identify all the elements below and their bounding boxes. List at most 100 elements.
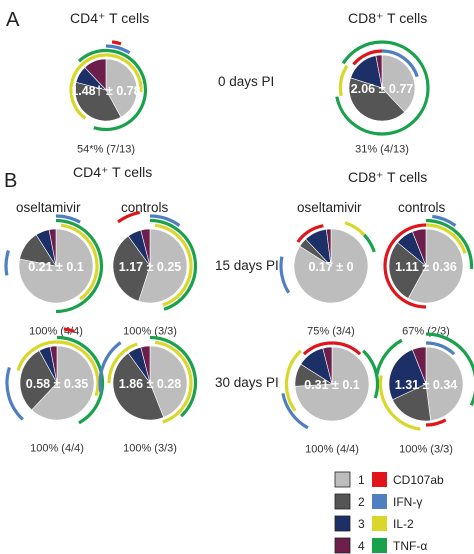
legend-function-label: CD107ab (393, 473, 444, 487)
pie-response-footer: 100% (4/4) (29, 326, 83, 338)
label-day30: 30 days PI (215, 375, 279, 390)
header-cd8-b: CD8⁺ T cells (348, 169, 427, 185)
pie-a_cd8_d0: 2.06 ± 0.77 31% (4/13) (335, 40, 430, 156)
legend-function-label: TNF-α (393, 539, 427, 553)
pie-b_cd4_ose_d15: 0.21 ± 0.1 100% (4/4) (4, 214, 104, 338)
col-controls-cd8: controls (398, 200, 446, 215)
function-arc-a_cd4_d0-4 (105, 44, 131, 55)
pie-mean-label: 0.17 ± 0 (308, 260, 353, 274)
pie-response-footer: 100% (4/4) (30, 443, 84, 455)
pie-slice-b_cd8_ose_d30-0 (294, 346, 370, 422)
function-arc-b_cd4_ose_d30-3 (5, 367, 24, 421)
pie-slice-b_cd8_ctrl_d15-0 (407, 228, 464, 304)
pie-slice-a_cd8_d0-1 (348, 77, 406, 122)
function-arc-b_cd4_ctrl_d30-1 (107, 342, 138, 384)
function-arc-b_cd4_ctrl_d15-2 (149, 214, 181, 227)
legend-num-3: 3 (358, 517, 365, 531)
pie-response-footer: 100% (3/3) (123, 443, 177, 455)
function-arc-a_cd8_d0-1 (381, 49, 419, 78)
function-arc-b_cd4_ose_d30-0 (16, 340, 58, 371)
pie-slice-b_cd8_ctrl_d15-1 (388, 241, 427, 299)
function-arc-b_cd8_ose_d30-0 (302, 341, 333, 356)
pie-mean-label: 1.17 ± 0.25 (119, 260, 182, 274)
function-arc-a_cd8_d0-3 (335, 40, 430, 136)
function-arc-b_cd8_ose_d30-4 (281, 393, 309, 430)
function-arc-b_cd4_ctrl_d30-2 (149, 335, 198, 418)
legend: 1 2 3 4 CD107ab IFN-γ IL-2 TNF-α (334, 471, 444, 554)
pie-mean-label: 2.06 ± 0.77 (351, 82, 414, 96)
legend-swatch-1 (372, 494, 387, 509)
pie-slice-b_cd4_ctrl_d30-1 (112, 352, 165, 421)
pie-b_cd4_ctrl_d15: 1.17 ± 0.25 100% (3/3) (112, 210, 198, 338)
col-oseltamivir-cd8: oseltamivir (297, 200, 362, 215)
legend-function-label: IL-2 (393, 517, 414, 531)
function-arc-b_cd8_ctrl_d30-4 (375, 338, 403, 375)
pie-b_cd4_ose_d30: 0.58 ± 0.35 100% (4/4) (5, 327, 105, 455)
pie-mean-label: 1.86 ± 0.28 (119, 377, 182, 391)
pie-slice-a_cd4_d0-0 (105, 58, 138, 118)
legend-num-1: 1 (358, 473, 365, 487)
pie-slice-b_cd4_ctrl_d15-0 (138, 228, 188, 304)
function-arc-b_cd8_ctrl_d30-1 (425, 341, 456, 356)
legend-box-3 (334, 515, 351, 532)
function-arc-a_cd4_d0-5 (111, 40, 122, 46)
function-arc-a_cd4_d0-2 (93, 48, 148, 132)
function-arc-b_cd4_ose_d15-2 (55, 214, 81, 224)
pie-response-footer: 75% (3/4) (307, 326, 355, 338)
pie-response-footer: 54*% (7/13) (77, 144, 135, 156)
pie-mean-label: 1.31 ± 0.34 (395, 378, 458, 392)
pie-slice-b_cd8_ctrl_d15-3 (411, 228, 427, 267)
pie-slice-a_cd8_d0-3 (375, 54, 383, 89)
legend-swatch-0 (372, 472, 387, 487)
panel-label-b: B (4, 170, 17, 192)
pie-response-footer: 100% (3/3) (399, 444, 453, 456)
function-arc-b_cd8_ose_d15-3 (279, 256, 291, 294)
pie-response-footer: 100% (4/4) (305, 444, 359, 456)
pie-mean-label: 0.31 ± 0.1 (304, 378, 360, 392)
function-arc-b_cd8_ose_d30-2 (284, 349, 302, 412)
pie-slice-b_cd8_ctrl_d30-2 (388, 349, 427, 401)
pie-a_cd4_d0: 1.48† ± 0.78 54*% (7/13) (69, 40, 148, 156)
pie-slice-b_cd8_ctrl_d30-3 (411, 346, 427, 385)
function-arc-b_cd8_ctrl_d15-1 (425, 223, 467, 254)
pie-slice-b_cd4_ctrl_d15-1 (112, 235, 151, 302)
pie-slice-b_cd4_ose_d30-0 (31, 345, 95, 421)
function-arc-b_cd8_ctrl_d30-3 (425, 332, 474, 406)
legend-num-2: 2 (358, 495, 365, 509)
function-arc-a_cd8_d0-4 (341, 40, 383, 65)
pie-mean-label: 0.21 ± 0.1 (28, 260, 84, 274)
legend-swatch-3 (372, 538, 387, 553)
pie-slice-a_cd4_d0-1 (74, 81, 122, 122)
legend-box-2 (334, 493, 351, 510)
function-arc-b_cd4_ctrl_d15-0 (154, 223, 193, 307)
pie-mean-label: 1.11 ± 0.36 (395, 260, 457, 274)
panel-label-a: A (6, 9, 20, 31)
function-arc-b_cd8_ctrl_d15-0 (383, 223, 427, 309)
pie-slice-b_cd4_ose_d15-3 (48, 228, 57, 267)
pie-b_cd8_ose_d15: 0.17 ± 0 75% (3/4) (279, 221, 376, 338)
pie-slice-b_cd4_ctrl_d15-3 (140, 228, 151, 267)
pie-slice-b_cd4_ose_d30-1 (19, 350, 58, 411)
col-oseltamivir-cd4: oseltamivir (16, 200, 81, 215)
pie-response-footer: 100% (3/3) (123, 326, 177, 338)
function-arc-b_cd8_ose_d30-1 (331, 341, 362, 356)
label-day0: 0 days PI (218, 74, 274, 89)
pie-slice-b_cd8_ose_d30-3 (322, 346, 333, 385)
function-arc-a_cd8_d0-0 (352, 49, 383, 66)
col-controls-cd4: controls (121, 200, 169, 215)
pie-slice-b_cd4_ctrl_d30-0 (149, 345, 188, 418)
pie-b_cd4_ctrl_d30: 1.86 ± 0.28 100% (3/3) (98, 335, 198, 455)
legend-swatch-2 (372, 516, 387, 531)
header-cd4-b: CD4⁺ T cells (73, 164, 152, 180)
legend-function-label: IFN-γ (393, 495, 422, 509)
pie-b_cd8_ose_d30: 0.31 ± 0.1 100% (4/4) (281, 341, 380, 456)
function-arc-b_cd8_ose_d15-0 (296, 224, 324, 243)
function-arc-b_cd8_ctrl_d30-2 (378, 375, 421, 431)
pie-slice-a_cd8_d0-0 (381, 54, 416, 113)
pie-mean-label: 1.48† ± 0.78 (71, 84, 140, 98)
pie-mean-label: 0.58 ± 0.35 (26, 377, 89, 391)
function-arc-b_cd4_ctrl_d30-3 (98, 341, 122, 393)
pie-slice-b_cd8_ctrl_d30-1 (392, 383, 431, 422)
